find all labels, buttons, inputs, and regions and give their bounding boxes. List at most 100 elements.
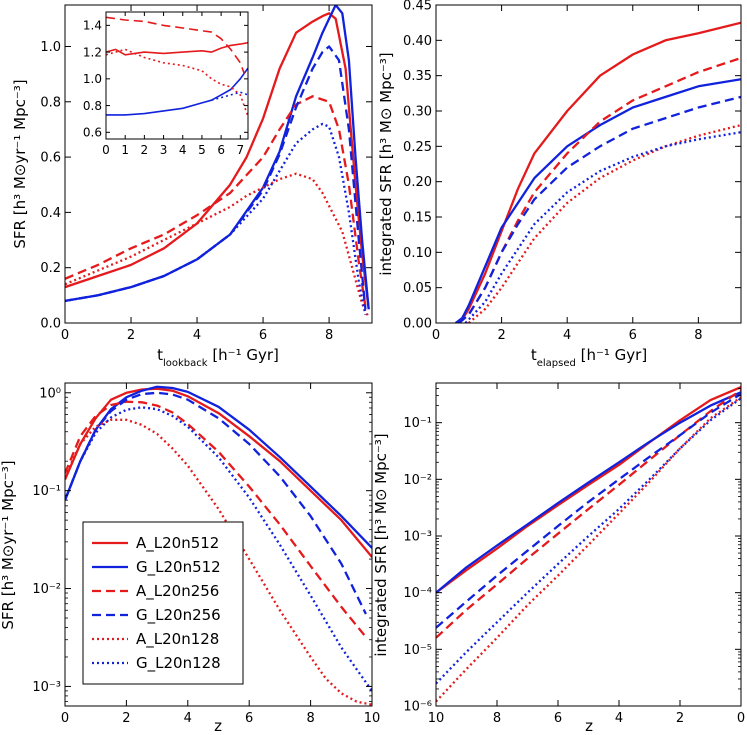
x-tick-label: 2: [141, 143, 149, 157]
y-tick-label: 0.4: [40, 206, 61, 221]
integrated-redshift-series: [436, 386, 741, 703]
y-tick-label: 10⁻³: [32, 680, 61, 695]
series-line-a-l20n256: [65, 95, 367, 307]
legend-label: A_L20n512: [136, 534, 219, 553]
series-line-a-l20n128: [65, 418, 372, 706]
sfr-redshift-axes-frame: [64, 382, 373, 707]
series-line-g-l20n128: [464, 131, 741, 323]
series-line-g-l20n128: [65, 406, 372, 692]
x-tick-label: 8: [325, 328, 333, 343]
series-line-a-l20n128: [468, 123, 741, 323]
panel-sfr-vs-redshift: 0 2 4 6 8 10 10⁻³ 10⁻² 10⁻¹ 10⁰ z SFR [h³ M⊙yr⁻¹ …: [0, 382, 380, 735]
y-tick-label: 10⁻⁵: [403, 643, 432, 658]
x-tick-label: 2: [497, 328, 505, 343]
y-tick-label: 0.2: [40, 261, 61, 276]
y-tick-label: 10⁰: [39, 386, 61, 401]
series-line-g-l20n512: [455, 78, 741, 323]
sfr-redshift-xlabel: z: [214, 717, 222, 735]
x-tick-label: 4: [563, 328, 571, 343]
y-tick-label: 0.6: [83, 126, 102, 140]
integrated-elapsed-xlabel: telapsed [h⁻¹ Gyr]: [531, 346, 647, 369]
inset-background: [106, 12, 248, 139]
x-tick-label: 2: [127, 328, 135, 343]
series-line-a-l20n256: [106, 16, 245, 74]
y-tick-label: 0.0: [40, 317, 61, 332]
series-line-g-l20n512: [436, 391, 741, 594]
x-tick-label: 1: [121, 143, 129, 157]
panel-integrated-sfr-vs-elapsed: 0 2 4 6 8 0.00 0.05 0.10 0.15 0.20 0.25 0.30 0.35 0.4…: [377, 0, 742, 369]
panel-integrated-sfr-vs-redshift: 10 8 6 4 2 0 10⁻⁶ 10⁻⁵ 10⁻⁴ 10⁻³ 10⁻² 10⁻¹ z integr…: [372, 382, 745, 735]
x-tick-label: 6: [259, 328, 267, 343]
series-line-g-l20n128: [211, 91, 248, 101]
x-tick-label: 7: [237, 143, 245, 157]
x-tick-label: 10: [364, 711, 381, 726]
series-line-g-l20n256: [65, 45, 367, 310]
x-tick-label: 8: [493, 711, 501, 726]
y-tick-label: 10⁻¹: [403, 416, 432, 431]
legend-label: G_L20n256: [136, 606, 221, 625]
y-tick-label: 0.6: [40, 151, 61, 166]
y-tick-label: 1.0: [40, 40, 61, 55]
y-tick-label: 0.10: [403, 246, 432, 261]
x-tick-label: 4: [193, 328, 201, 343]
integrated-redshift-xlabel: z: [585, 717, 593, 735]
legend-box: [82, 521, 244, 685]
y-tick-label: 0.35: [403, 69, 432, 84]
series-line-a-l20n256: [65, 400, 367, 638]
inset-axes-frame: [105, 11, 249, 140]
x-tick-label: 8: [306, 711, 314, 726]
legend-label: A_L20n256: [136, 582, 219, 601]
y-tick-label: 0.20: [403, 175, 432, 190]
y-tick-label: 0.30: [403, 105, 432, 120]
x-tick-label: 4: [184, 711, 192, 726]
integrated-redshift-ylabel: integrated SFR [h³ M⊙ Mpc⁻³]: [372, 433, 390, 656]
x-tick-label: 6: [554, 711, 562, 726]
sfr-redshift-ticks: 0 2 4 6 8 10 10⁻³ 10⁻² 10⁻¹ 10⁰: [32, 383, 380, 726]
sfr-lookback-axes-frame: [64, 4, 373, 324]
x-tick-label: 6: [245, 711, 253, 726]
y-tick-label: 1.2: [83, 45, 102, 59]
legend: A_L20n512 G_L20n512 A_L20n256 G_L20n256 A_L2…: [82, 521, 244, 685]
series-line-a-l20n256: [458, 56, 741, 323]
series-line-g-l20n128: [65, 122, 367, 315]
y-tick-label: 10⁻¹: [32, 484, 61, 499]
integrated-elapsed-ylabel: integrated SFR [h³ M⊙ Mpc⁻³]: [377, 52, 395, 275]
y-tick-label: 10⁻⁴: [403, 586, 432, 601]
x-tick-label: 6: [629, 328, 637, 343]
legend-label: A_L20n128: [136, 630, 219, 649]
x-tick-label: 6: [217, 143, 225, 157]
series-line-g-l20n128: [436, 397, 741, 685]
sfr-lookback-series: [65, 5, 370, 318]
x-tick-label: 0: [737, 711, 745, 726]
x-tick-label: 0: [61, 711, 69, 726]
legend-rows: A_L20n512 G_L20n512 A_L20n256 G_L20n256 A_L2…: [92, 534, 221, 673]
integrated-redshift-axes-frame: [435, 382, 742, 707]
sfr-redshift-ylabel: SFR [h³ M⊙yr⁻¹ Mpc⁻³]: [0, 460, 17, 629]
inset-series: [106, 16, 248, 117]
x-tick-label: 4: [615, 711, 623, 726]
series-line-g-l20n512: [106, 67, 248, 116]
y-tick-label: 0.40: [403, 34, 432, 49]
y-tick-label: 1.4: [83, 19, 102, 33]
integrated-elapsed-ticks: 0 2 4 6 8 0.00 0.05 0.10 0.15 0.20 0.25 0.30 0.35 0.4…: [403, 0, 741, 343]
x-tick-label: 10: [428, 711, 445, 726]
y-tick-label: 0.15: [403, 211, 432, 226]
x-tick-label: 8: [694, 328, 702, 343]
series-line-a-l20n512: [65, 12, 370, 310]
x-tick-label: 0: [61, 328, 69, 343]
y-tick-label: 10⁻²: [32, 582, 61, 597]
x-tick-label: 2: [122, 711, 130, 726]
y-tick-label: 10⁻⁶: [403, 700, 432, 715]
series-line-a-l20n256: [436, 389, 741, 639]
x-tick-label: 4: [179, 143, 187, 157]
series-line-a-l20n512: [106, 41, 248, 56]
sfr-lookback-xlabel: tlookback [h⁻¹ Gyr]: [157, 346, 279, 369]
series-line-g-l20n256: [436, 393, 741, 629]
y-tick-label: 0.25: [403, 140, 432, 155]
y-tick-label: 0.8: [83, 99, 102, 113]
series-line-g-l20n256: [458, 95, 741, 323]
x-tick-label: 3: [160, 143, 168, 157]
inset-ticks: 0 1 2 3 4 5 6 7 0.6 0.8 1.0 1.2 1.4: [83, 12, 248, 157]
integrated-elapsed-series: [455, 21, 741, 323]
